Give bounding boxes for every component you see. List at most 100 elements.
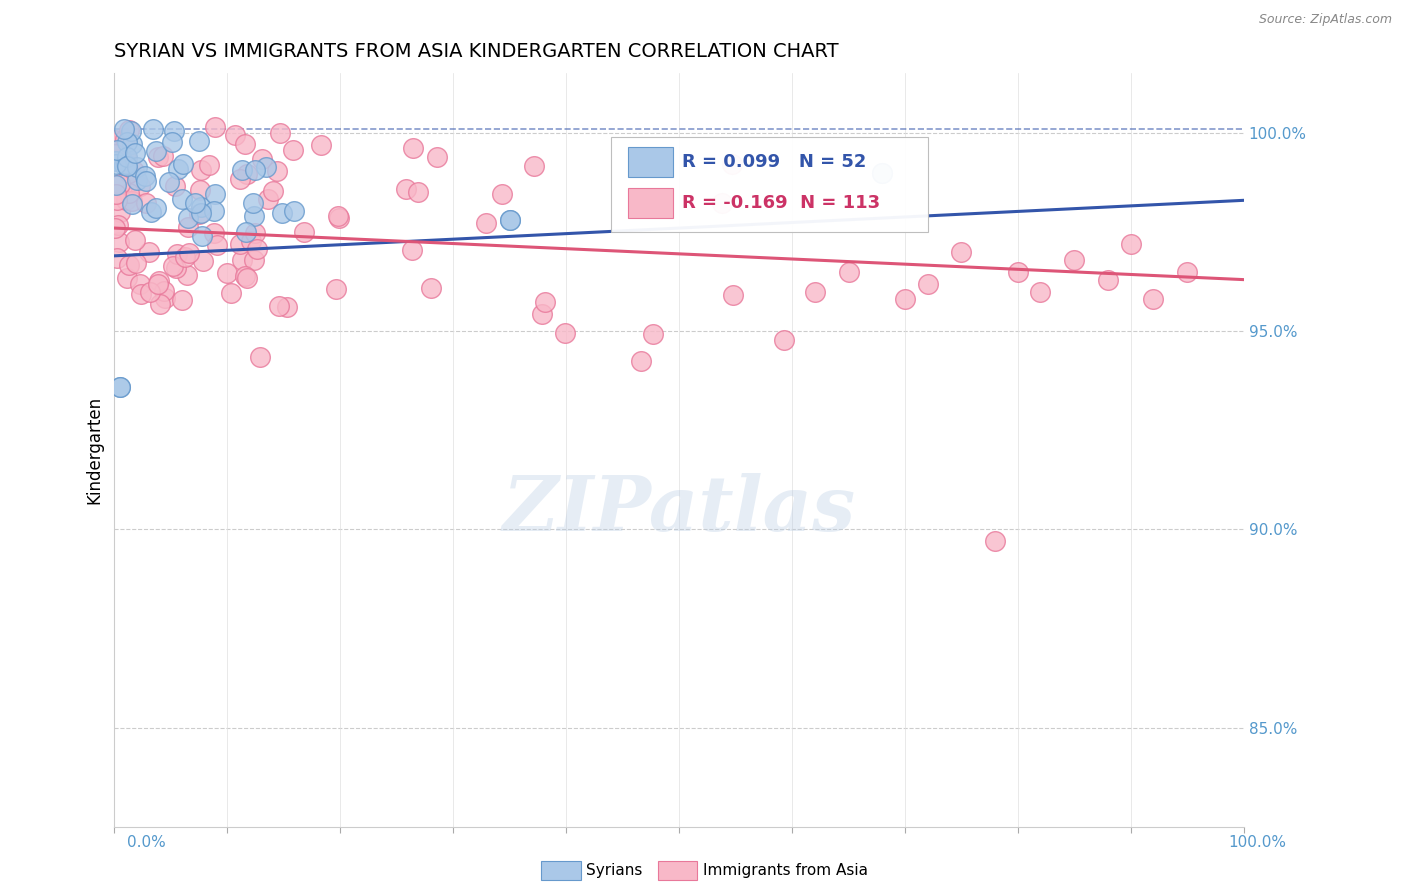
Point	[118, 165, 141, 179]
Point	[105, 187, 128, 202]
Point	[105, 154, 128, 169]
Text: R = 0.099   N = 52: R = 0.099 N = 52	[682, 153, 868, 171]
Point	[166, 161, 188, 176]
Point	[630, 354, 652, 368]
Point	[108, 204, 131, 219]
Point	[894, 293, 917, 307]
Point	[1063, 252, 1085, 267]
Point	[114, 150, 136, 164]
Point	[162, 135, 184, 149]
Point	[533, 295, 555, 310]
Text: Immigrants from Asia: Immigrants from Asia	[703, 863, 868, 878]
Point	[420, 281, 443, 295]
Point	[148, 275, 170, 289]
Point	[177, 246, 200, 260]
Point	[149, 297, 172, 311]
Point	[129, 287, 152, 301]
Point	[1029, 285, 1052, 299]
Point	[125, 256, 148, 270]
Point	[531, 308, 554, 322]
Point	[146, 150, 169, 164]
Point	[233, 137, 256, 152]
Point	[177, 220, 200, 235]
Point	[233, 269, 256, 284]
Point	[163, 124, 186, 138]
Point	[170, 293, 193, 307]
Point	[142, 121, 165, 136]
Point	[108, 380, 131, 394]
Point	[145, 201, 167, 215]
Point	[115, 136, 138, 150]
Point	[124, 233, 146, 247]
Point	[204, 120, 226, 134]
Point	[107, 218, 129, 232]
Point	[112, 157, 135, 171]
Point	[108, 177, 131, 191]
Point	[128, 277, 150, 291]
Point	[246, 242, 269, 256]
Point	[1007, 265, 1029, 279]
Point	[121, 197, 143, 211]
Point	[224, 128, 246, 142]
Point	[197, 158, 219, 172]
Point	[242, 252, 264, 267]
Point	[172, 156, 194, 170]
Point	[104, 146, 127, 161]
Text: R = -0.169  N = 113: R = -0.169 N = 113	[682, 194, 880, 212]
Point	[104, 133, 127, 147]
Point	[207, 238, 229, 252]
Point	[104, 221, 127, 235]
Point	[1142, 293, 1164, 307]
Point	[135, 196, 157, 211]
Point	[219, 285, 242, 300]
Text: Source: ZipAtlas.com: Source: ZipAtlas.com	[1258, 13, 1392, 27]
Point	[120, 124, 142, 138]
Text: ZIPatlas: ZIPatlas	[502, 474, 856, 548]
Point	[105, 156, 128, 170]
Point	[229, 237, 252, 252]
Point	[328, 211, 350, 225]
Point	[188, 207, 211, 221]
Point	[172, 192, 194, 206]
Point	[250, 152, 273, 166]
Point	[239, 234, 262, 248]
Point	[187, 134, 209, 148]
Point	[135, 174, 157, 188]
Point	[107, 135, 129, 149]
Point	[401, 141, 423, 155]
Point	[105, 251, 128, 265]
Text: Syrians: Syrians	[586, 863, 643, 878]
Point	[184, 195, 207, 210]
Point	[401, 244, 423, 258]
Point	[118, 186, 141, 200]
Point	[114, 194, 136, 208]
Point	[523, 160, 546, 174]
Point	[1175, 265, 1198, 279]
Point	[325, 282, 347, 296]
Point	[772, 333, 794, 347]
Point	[148, 277, 170, 292]
Point	[309, 138, 332, 153]
Point	[105, 144, 128, 158]
Point	[108, 380, 131, 394]
Point	[262, 184, 284, 198]
Y-axis label: Kindergarten: Kindergarten	[86, 396, 103, 504]
Point	[105, 194, 128, 208]
Point	[231, 252, 253, 267]
Point	[269, 126, 291, 140]
Point	[115, 152, 138, 166]
Point	[121, 136, 143, 151]
Point	[235, 225, 257, 239]
Point	[162, 259, 184, 273]
Point	[114, 157, 136, 171]
Point	[190, 228, 212, 243]
Point	[236, 167, 259, 181]
Point	[243, 162, 266, 177]
Point	[166, 247, 188, 261]
Point	[118, 123, 141, 137]
Point	[269, 299, 291, 313]
Point	[229, 171, 252, 186]
Point	[474, 216, 496, 230]
Point	[176, 268, 198, 283]
Point	[236, 270, 259, 285]
